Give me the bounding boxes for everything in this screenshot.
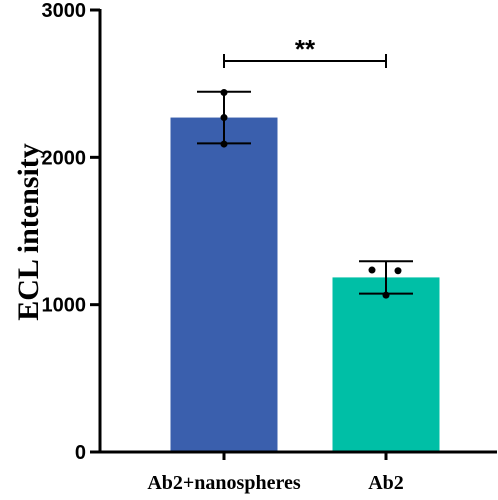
data-point-2-1 <box>368 266 376 274</box>
bar-2 <box>332 277 440 452</box>
y-tick-label-2000: 2000 <box>42 147 87 169</box>
data-point-2-2 <box>394 267 402 275</box>
y-tick-label-0: 0 <box>75 442 86 464</box>
y-tick-label-1000: 1000 <box>42 295 87 317</box>
data-point-1-3 <box>220 140 228 148</box>
data-point-2-3 <box>382 291 390 299</box>
x-category-label-2: Ab2 <box>368 472 404 494</box>
y-tick-label-3000: 3000 <box>42 0 87 22</box>
bar-1 <box>170 117 278 452</box>
data-point-1-1 <box>220 89 228 97</box>
plot-area: 0 1000 2000 3000 Ab2+nanospheres Ab2 ** <box>42 0 497 494</box>
data-point-1-2 <box>220 114 228 122</box>
x-category-label-1: Ab2+nanospheres <box>147 472 301 494</box>
y-axis-title: ECL intensity <box>12 143 45 321</box>
significance-label: ** <box>295 34 316 64</box>
